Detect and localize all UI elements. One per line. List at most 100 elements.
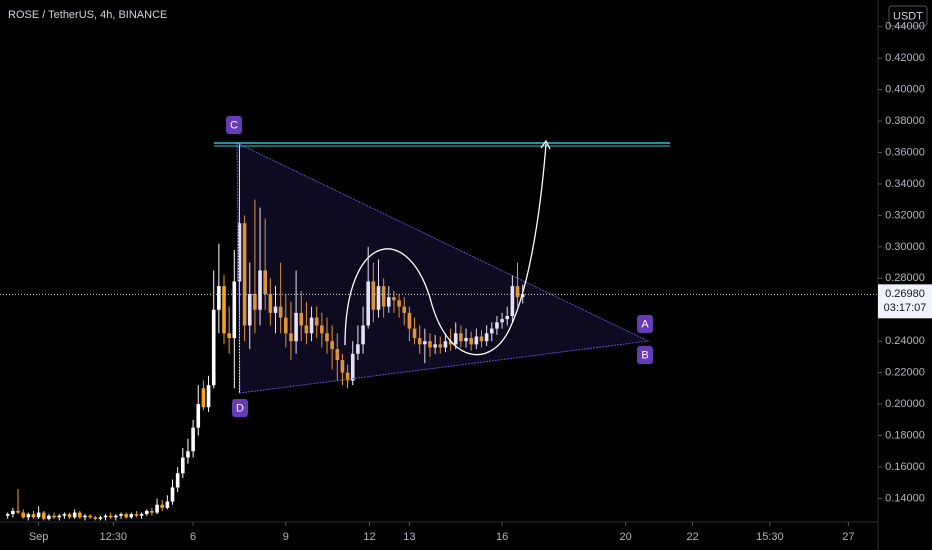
x-tick-label: 22 [686,531,698,543]
candle-body [412,328,417,339]
candle-body [505,316,510,320]
x-tick-label: 13 [403,531,415,543]
candle-body [335,349,340,361]
candle-body [222,286,226,334]
y-tick-label: 0.42000 [885,52,925,64]
candle-body [196,404,201,428]
y-tick-label: 0.30000 [885,241,925,253]
candle-body [150,510,154,513]
y-tick-label: 0.18000 [885,429,925,441]
candle-body [345,372,350,381]
candle-body [268,294,273,313]
x-tick-label: 27 [842,531,854,543]
candle-body [134,514,139,516]
candle-body [98,517,103,519]
candle-body [340,360,345,373]
candle-body [206,385,211,408]
currency: USDT [893,10,923,22]
candle-body [83,515,87,518]
label-text: B [641,349,648,361]
x-tick-label: 12 [363,531,375,543]
candle-body [423,341,427,345]
candle-body [52,515,56,518]
candle-body [41,512,46,519]
candle-body [129,514,134,518]
candle-body [376,286,381,310]
candle-body [186,451,190,458]
candle-body [520,294,525,298]
candle-body [407,312,412,329]
y-tick-label: 0.38000 [885,115,925,127]
countdown: 03:17:07 [884,302,927,314]
x-tick-label: 6 [190,531,196,543]
candle-body [26,514,31,518]
projection-arrow [540,139,551,150]
y-tick-label: 0.22000 [885,367,925,379]
candle-body [330,341,334,350]
candle-body [57,515,62,518]
candle-body [515,286,520,298]
candle-body [217,286,221,310]
y-tick-label: 0.14000 [885,492,925,504]
candle-body [469,338,473,345]
candle-body [402,306,407,313]
label-b: B [637,346,653,364]
triangle-pattern [236,142,650,394]
candle-body [21,512,25,518]
candle-body [361,325,365,345]
candle-body [144,510,149,515]
candle-body [392,297,396,301]
last-price-tag [878,284,932,319]
candle-body [381,286,386,307]
candle-body [309,317,314,334]
label-a: A [637,315,653,333]
candle-body [47,515,51,519]
candle-body [201,388,206,408]
candle-body [474,336,479,345]
candle-body [453,333,458,345]
y-tick-label: 0.44000 [885,21,925,33]
candle-body [175,473,180,488]
candle-body [366,281,370,326]
label-d: D [232,399,248,417]
label-text: C [230,119,238,131]
candle-body [88,515,92,518]
candle-body [232,281,237,339]
candle-body [211,309,216,386]
label-text: A [641,318,649,330]
candle-body [448,341,453,345]
y-tick-label: 0.28000 [885,272,925,284]
candle-body [237,223,242,282]
candle-body [500,319,504,323]
y-tick-label: 0.40000 [885,84,925,96]
candle-body [299,312,304,326]
candle-body [263,270,268,295]
candle-body [294,312,298,342]
candle-body [273,306,278,313]
candle-body [258,270,262,310]
candle-body [103,515,108,518]
candle-body [139,514,144,516]
candle-body [438,344,443,348]
candle-body [484,333,489,342]
y-tick-label: 0.32000 [885,209,925,221]
candle-body [67,514,72,518]
y-tick-label: 0.24000 [885,335,925,347]
x-tick-label: Sep [29,531,49,543]
x-tick-label: 9 [283,531,289,543]
y-tick-label: 0.34000 [885,178,925,190]
y-tick-label: 0.20000 [885,398,925,410]
candle-body [165,501,170,508]
candle-body [114,515,118,518]
last-price-label: 0.26980 [885,288,925,300]
candle-body [78,512,82,518]
y-tick-label: 0.16000 [885,461,925,473]
currency-box [888,5,928,27]
candle-body [356,344,360,354]
x-tick-label: 20 [620,531,632,543]
candle-body [289,333,293,342]
candle-body [433,344,437,348]
